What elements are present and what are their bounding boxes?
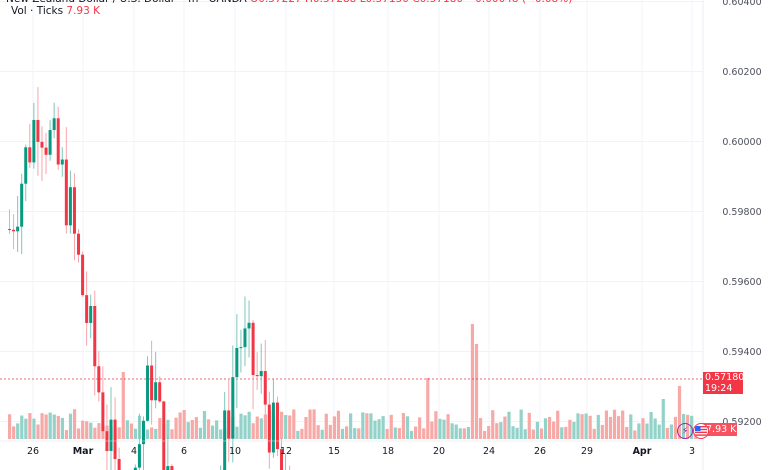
flag-glyph — [695, 426, 707, 436]
us-flag-icon[interactable] — [693, 423, 709, 439]
price-tick: 0.59800 — [722, 207, 761, 218]
time-tick: 4 — [131, 446, 137, 457]
volume-label: Vol · Ticks — [11, 5, 64, 17]
ohlc-values: O0.57227 H0.57288 L0.57150 C0.57180 −0.0… — [250, 0, 572, 5]
price-tick: 0.60200 — [722, 67, 761, 78]
time-tick: Apr — [633, 446, 652, 457]
bar-countdown: 19:24 — [705, 382, 733, 394]
volume-tag: 7.93 K — [703, 423, 737, 436]
time-axis[interactable]: 26 Mar 4 6 10 12 15 18 20 24 26 29 Apr 3 — [27, 446, 695, 457]
time-tick: Mar — [73, 446, 94, 457]
volume-value: 7.93 K — [66, 5, 101, 17]
price-tick: 0.59600 — [722, 277, 761, 288]
time-tick: 18 — [382, 446, 394, 457]
time-tick: 6 — [181, 446, 187, 457]
current-price-tag: 0.57180 19:24 — [703, 372, 745, 394]
current-price-value: 0.57180 — [705, 372, 745, 383]
time-tick: 20 — [433, 446, 445, 457]
symbol-legend: New Zealand Dollar / U.S. Dollar · 4h · … — [6, 0, 572, 5]
volume-legend: Vol · Ticks 7.93 K — [11, 5, 100, 17]
time-tick: 3 — [689, 446, 695, 457]
time-tick: 26 — [534, 446, 546, 457]
price-tick: 0.60000 — [722, 137, 761, 148]
candles — [8, 87, 291, 470]
price-tick: 0.59400 — [722, 347, 761, 358]
lightning-glyph: ⚡ — [681, 425, 689, 437]
time-tick: 10 — [229, 446, 241, 457]
time-tick: 15 — [328, 446, 340, 457]
price-tick: 0.60400 — [722, 0, 761, 8]
time-tick: 12 — [280, 446, 292, 457]
time-tick: 29 — [581, 446, 593, 457]
time-tick: 26 — [27, 446, 39, 457]
time-tick: 24 — [483, 446, 495, 457]
lightning-icon[interactable]: ⚡ — [677, 423, 693, 439]
symbol-title: New Zealand Dollar / U.S. Dollar · 4h · … — [6, 0, 247, 5]
price-axis[interactable]: 0.60400 0.60200 0.60000 0.59800 0.59600 0.594… — [722, 0, 761, 470]
grid-lines — [0, 0, 703, 441]
price-tick: 0.59200 — [722, 417, 761, 428]
